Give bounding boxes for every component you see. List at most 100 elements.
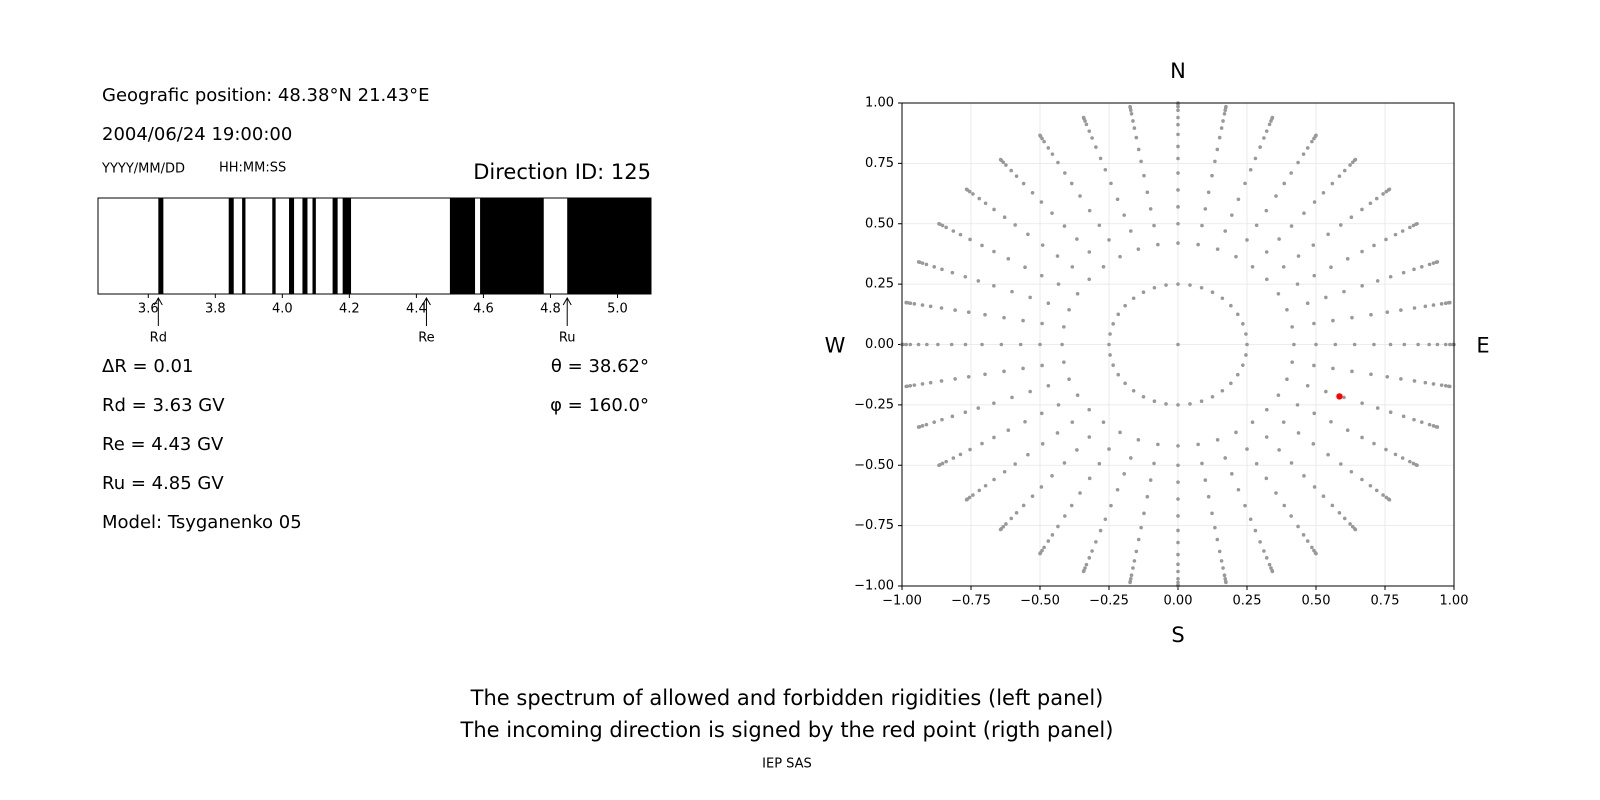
spectrum-frame (98, 198, 651, 294)
center-point (1176, 342, 1180, 347)
y-tick-label: −0.75 (854, 518, 894, 533)
grid-point (937, 463, 941, 468)
grid-point (904, 342, 908, 347)
grid-point (1285, 377, 1289, 381)
grid-point (1301, 152, 1306, 156)
grid-point (1419, 265, 1424, 269)
grid-point (1176, 463, 1180, 468)
grid-point (1244, 353, 1248, 357)
grid-point (1401, 270, 1406, 275)
grid-point (1090, 136, 1094, 140)
grid-point (1349, 215, 1354, 220)
grid-point (1264, 208, 1269, 213)
x-tick-label: 4.0 (272, 302, 293, 317)
grid-point (920, 424, 925, 428)
grid-point (1087, 129, 1092, 133)
grid-point (1312, 321, 1316, 326)
grid-point (1062, 325, 1066, 329)
grid-point (1408, 225, 1412, 230)
x-tick-label: 0.00 (1164, 594, 1193, 609)
x-tick-label: −0.75 (951, 594, 991, 609)
grid-point (1122, 472, 1126, 476)
grid-point (992, 249, 996, 254)
grid-point (1393, 452, 1398, 457)
grid-point (1176, 241, 1180, 245)
grid-point (1321, 494, 1326, 498)
grid-point (1115, 487, 1120, 492)
grid-point (964, 497, 969, 502)
grid-point (1264, 435, 1269, 439)
grid-point (1220, 296, 1225, 301)
grid-point (1087, 556, 1092, 560)
grid-point (1388, 342, 1393, 347)
grid-point (1385, 374, 1390, 379)
grid-point (1281, 265, 1286, 269)
grid-point (1103, 167, 1108, 172)
y-tick-label: 0.25 (865, 277, 894, 292)
grid-point (958, 452, 963, 457)
grid-point (1060, 342, 1064, 347)
grid-point (1385, 310, 1390, 315)
grid-point (992, 207, 996, 212)
grid-point (1128, 580, 1132, 585)
grid-point (1431, 303, 1436, 307)
grid-point (944, 225, 948, 230)
grid-point (1176, 576, 1180, 581)
grid-point (992, 284, 996, 288)
grid-point (968, 447, 972, 452)
grid-point (1412, 267, 1416, 272)
grid-point (1375, 279, 1380, 283)
grid-point (1374, 196, 1379, 201)
grid-point (1188, 283, 1192, 287)
grid-point (1282, 503, 1287, 508)
grid-point (1274, 194, 1278, 198)
grid-point (1210, 173, 1214, 178)
grid-point (1305, 301, 1310, 306)
grid-point (1254, 461, 1259, 466)
grid-point (1215, 537, 1220, 542)
grid-point (1030, 494, 1035, 498)
grid-point (1028, 389, 1032, 394)
grid-point (1310, 139, 1314, 144)
grid-point (1021, 366, 1025, 371)
grid-point (925, 342, 929, 347)
x-tick-label: −0.50 (1020, 594, 1060, 609)
grid-point (1222, 112, 1227, 116)
x-tick-label: 0.50 (1302, 594, 1331, 609)
grid-point (1331, 318, 1335, 323)
grid-point (1055, 431, 1060, 435)
grid-point (1176, 540, 1180, 545)
x-tick-label: −0.25 (1089, 594, 1129, 609)
grid-point (1210, 290, 1215, 295)
grid-point (1176, 171, 1180, 175)
grid-point (983, 372, 987, 377)
grid-point (1152, 461, 1156, 466)
grid-point (1090, 549, 1094, 553)
grid-point (1122, 213, 1126, 217)
grid-point (1014, 511, 1019, 515)
grid-point (1098, 156, 1103, 161)
grid-point (1063, 514, 1067, 518)
grid-point (1312, 200, 1317, 204)
grid-point (1342, 289, 1346, 294)
grid-point (1439, 302, 1444, 306)
grid-point (1387, 187, 1392, 192)
grid-point (980, 243, 984, 248)
grid-point (1164, 283, 1168, 287)
grid-point (1369, 372, 1373, 377)
grid-point (1014, 174, 1019, 178)
grid-point (1206, 494, 1211, 499)
grid-point (1203, 207, 1208, 211)
x-tick-label: 4.4 (406, 302, 427, 317)
grid-point (1448, 342, 1452, 347)
grid-point (940, 417, 944, 422)
grid-point (1393, 232, 1398, 237)
spectrum-border (97, 197, 652, 295)
grid-point (1213, 159, 1217, 164)
grid-point (1342, 516, 1347, 521)
grid-point (1235, 372, 1240, 377)
direction-id: Direction ID: 125 (473, 160, 651, 184)
grid-point (1368, 201, 1373, 206)
grid-point (940, 267, 944, 272)
grid-point (980, 441, 984, 446)
